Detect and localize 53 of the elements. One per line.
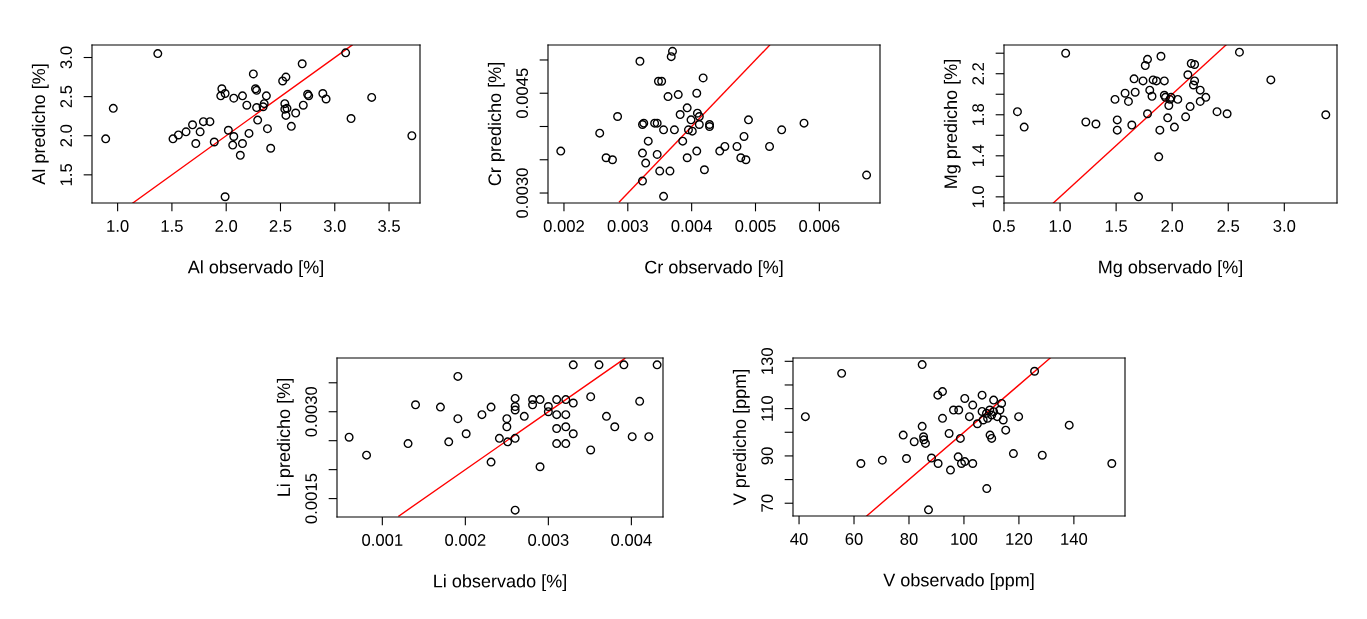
- y-tick-label: 110: [761, 395, 774, 421]
- y-tick-label: 2.5: [60, 85, 73, 108]
- x-tick-label: 3.0: [1273, 220, 1296, 232]
- x-tick-label: 2.5: [1217, 220, 1240, 232]
- y-axis-title: Al predicho [%]: [31, 64, 49, 185]
- x-tick-label: 0.5: [993, 220, 1015, 232]
- y-tick-label: 0.0015: [305, 473, 318, 524]
- x-tick-label: 0.004: [671, 220, 713, 232]
- y-tick-label: 130: [761, 348, 774, 374]
- x-axis-title: Al observado [%]: [187, 260, 323, 278]
- y-axis-title: Mg predicho [%]: [943, 60, 961, 188]
- y-tick-label: 90: [761, 447, 774, 465]
- x-axis-title: Cr observado [%]: [645, 260, 783, 278]
- y-axis-title: V predicho [ppm]: [732, 370, 750, 506]
- y-tick-label: 2.0: [60, 124, 73, 147]
- y-axis-title: Cr predicho [%]: [487, 63, 505, 186]
- x-tick-label: 80: [900, 533, 918, 545]
- x-tick-label: 0.003: [607, 220, 648, 232]
- x-axis-title: V observado [ppm]: [883, 573, 1034, 591]
- x-tick-label: 140: [1061, 533, 1088, 545]
- y-tick-label: 1.4: [972, 144, 984, 167]
- x-tick-label: 3.0: [323, 220, 346, 232]
- x-axis-title: Mg observado [%]: [1099, 260, 1242, 278]
- x-tick-label: 0.005: [735, 220, 776, 232]
- x-tick-label: 100: [951, 533, 978, 545]
- x-tick-label: 0.004: [611, 534, 652, 546]
- x-tick-label: 3.5: [378, 220, 400, 232]
- x-tick-label: 2.0: [1161, 220, 1184, 232]
- x-axis-title: Li observado [%]: [434, 574, 566, 592]
- y-tick-label: 1.5: [60, 163, 73, 186]
- x-tick-label: 0.002: [445, 534, 486, 546]
- x-tick-label: 0.006: [799, 220, 840, 232]
- x-tick-label: 1.0: [107, 220, 129, 232]
- x-tick-label: 0.001: [362, 534, 403, 546]
- y-tick-label: 3.0: [60, 46, 73, 69]
- y-tick-label: 2.2: [972, 62, 984, 85]
- x-tick-label: 1.0: [1049, 220, 1071, 232]
- x-tick-label: 120: [1006, 533, 1033, 545]
- x-tick-label: 60: [845, 533, 863, 545]
- x-tick-label: 2.5: [269, 220, 292, 232]
- x-tick-label: 40: [790, 533, 808, 545]
- x-tick-label: 0.003: [528, 534, 569, 546]
- x-tick-label: 2.0: [215, 220, 238, 232]
- y-tick-label: 0.0030: [516, 168, 529, 218]
- y-axis-title: Li predicho [%]: [276, 379, 294, 496]
- x-tick-label: 1.5: [161, 220, 183, 232]
- y-tick-label: 70: [761, 494, 774, 512]
- y-tick-label: 1.8: [972, 103, 985, 126]
- x-tick-label: 0.002: [543, 220, 584, 232]
- y-tick-label: 0.0045: [516, 68, 529, 119]
- y-tick-label: 0.0030: [305, 386, 318, 437]
- x-tick-label: 1.5: [1105, 220, 1128, 232]
- y-tick-label: 1.0: [972, 185, 985, 208]
